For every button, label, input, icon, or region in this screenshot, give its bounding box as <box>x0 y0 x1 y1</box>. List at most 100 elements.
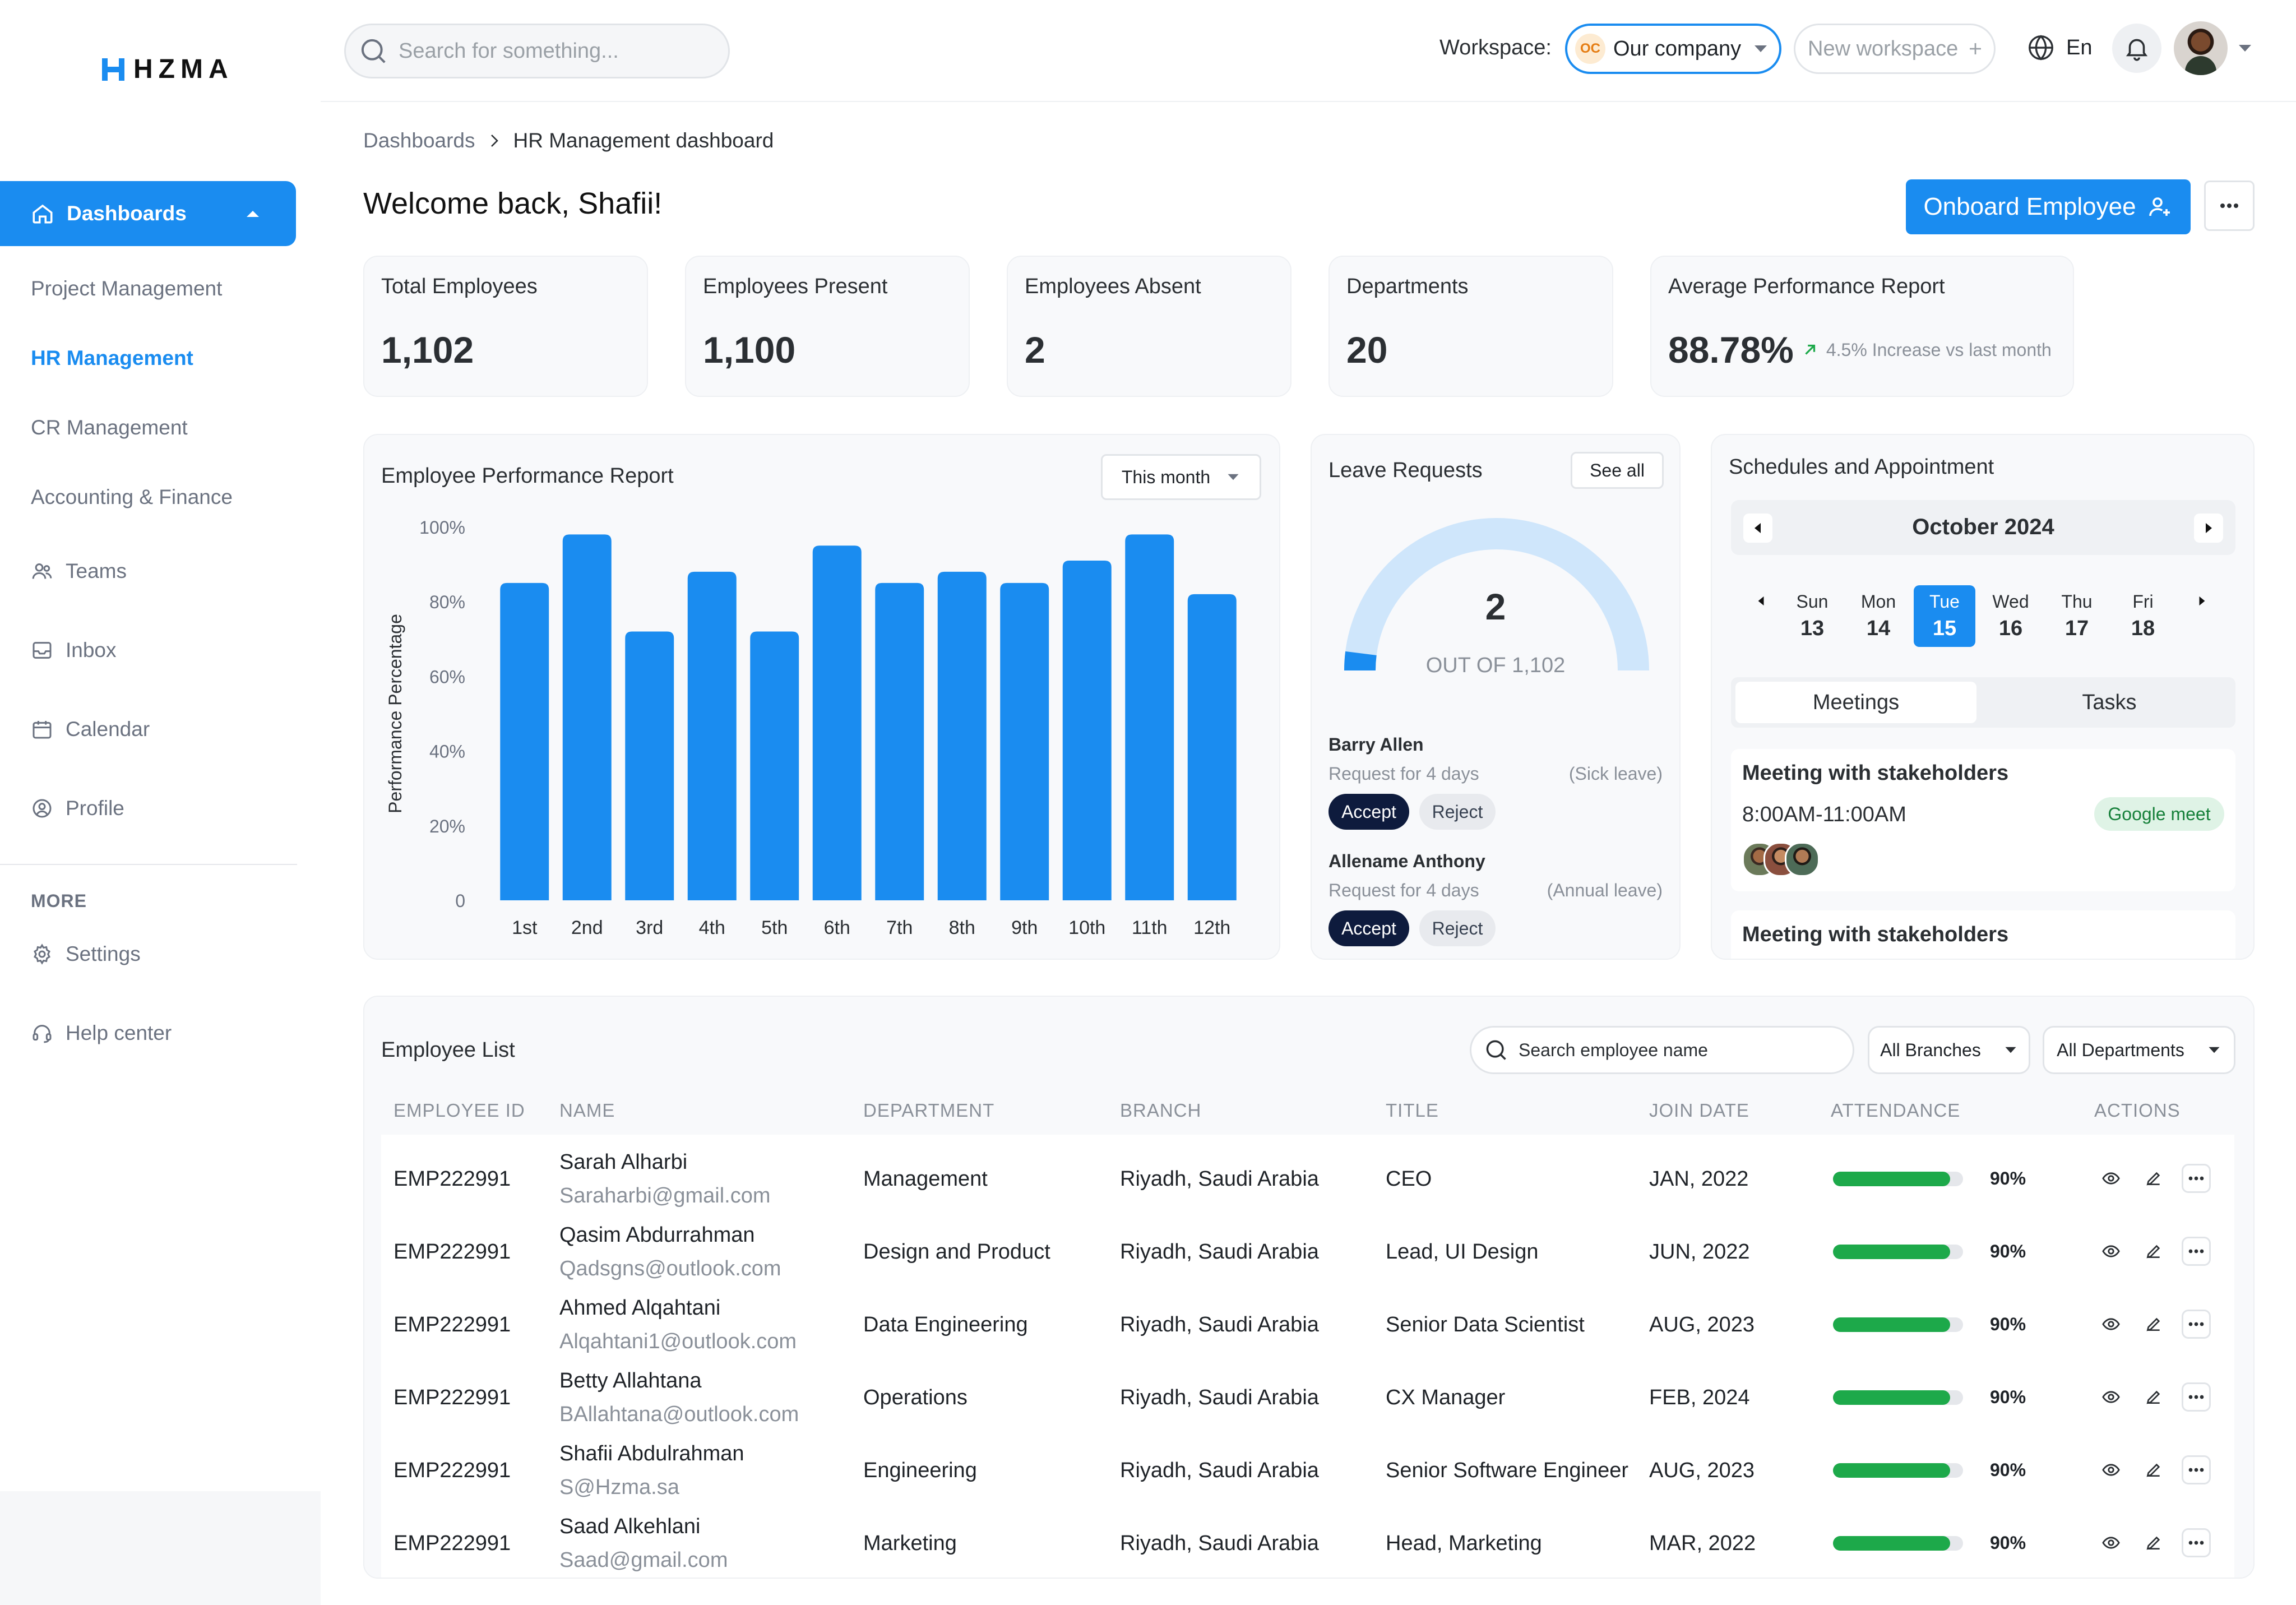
page-more-button[interactable] <box>2204 181 2255 231</box>
row-more-button[interactable] <box>2182 1528 2211 1557</box>
attendance-progress <box>1833 1463 1963 1478</box>
edit-button[interactable] <box>2139 1455 2168 1484</box>
x-tick-label: 9th <box>1011 917 1038 938</box>
column-header: DEPARTMENT <box>863 1100 995 1121</box>
prev-month-button[interactable] <box>1743 514 1772 543</box>
brand-logo[interactable]: HZMA <box>101 54 234 85</box>
sidebar-item-help-center[interactable]: Help center <box>31 1021 172 1045</box>
sidebar-item-calendar[interactable]: Calendar <box>31 718 150 741</box>
performance-chart-card: Employee Performance Report This month 1… <box>363 434 1280 960</box>
branch-filter-select[interactable]: All Branches <box>1868 1026 2030 1074</box>
tab-tasks[interactable]: Tasks <box>2082 690 2137 714</box>
edit-button[interactable] <box>2139 1382 2168 1412</box>
plus-icon <box>1970 43 1982 54</box>
view-button[interactable] <box>2096 1164 2126 1193</box>
sidebar-item-label: Profile <box>66 797 124 820</box>
sidebar-item-label: Help center <box>66 1021 172 1044</box>
edit-button[interactable] <box>2139 1528 2168 1557</box>
y-tick-label: 40% <box>429 742 465 762</box>
accept-button[interactable]: Accept <box>1328 910 1409 946</box>
see-all-button[interactable]: See all <box>1571 452 1664 489</box>
eye-icon <box>2102 1464 2120 1476</box>
day-fri-18[interactable]: Fri 18 <box>2112 585 2174 647</box>
column-header: NAME <box>559 1100 615 1121</box>
employee-id: EMP222991 <box>394 1240 511 1264</box>
attendance-percent: 90% <box>1990 1314 2026 1334</box>
meeting-platform-tag: Google meet <box>2094 797 2224 831</box>
language-switcher[interactable]: En <box>2026 33 2092 63</box>
edit-button[interactable] <box>2139 1164 2168 1193</box>
sidebar-item-cr-management[interactable]: CR Management <box>31 416 188 439</box>
new-workspace-button[interactable]: New workspace <box>1794 24 1996 74</box>
user-menu[interactable] <box>2174 21 2253 75</box>
chevron-down-icon <box>1755 45 1767 52</box>
row-more-button[interactable] <box>2182 1455 2211 1484</box>
reject-button[interactable]: Reject <box>1419 794 1496 830</box>
sidebar-item-inbox[interactable]: Inbox <box>31 639 117 662</box>
breadcrumb-parent[interactable]: Dashboards <box>363 129 475 152</box>
edit-button[interactable] <box>2139 1310 2168 1339</box>
sidebar-item-dashboards[interactable]: Dashboards <box>0 181 296 246</box>
onboard-employee-label: Onboard Employee <box>1923 193 2136 220</box>
day-wed-16[interactable]: Wed 16 <box>1980 585 2042 647</box>
search-icon <box>1486 1040 1506 1060</box>
notifications-button[interactable] <box>2112 24 2161 73</box>
employee-search-input[interactable]: Search employee name <box>1470 1026 1854 1074</box>
row-more-button[interactable] <box>2182 1382 2211 1412</box>
employee-department: Marketing <box>863 1532 957 1555</box>
next-month-button[interactable] <box>2194 514 2223 543</box>
accept-button[interactable]: Accept <box>1328 794 1409 830</box>
row-more-button[interactable] <box>2182 1164 2211 1193</box>
day-mon-14[interactable]: Mon 14 <box>1848 585 1909 647</box>
pencil-icon <box>2146 1317 2160 1331</box>
tab-meetings[interactable]: Meetings <box>1735 682 1976 723</box>
employee-name: Sarah Alharbi <box>559 1150 688 1174</box>
attendance-progress <box>1833 1172 1963 1186</box>
onboard-employee-button[interactable]: Onboard Employee <box>1906 179 2191 234</box>
view-button[interactable] <box>2096 1528 2126 1557</box>
meeting-card[interactable]: Meeting with stakeholders <box>1731 910 2235 959</box>
chart-bar <box>1062 560 1112 900</box>
global-search[interactable]: Search for something... <box>344 24 730 78</box>
employee-department: Management <box>863 1167 988 1191</box>
chart-bar <box>937 571 987 900</box>
caret-right-icon <box>2199 596 2205 606</box>
employee-title: Senior Software Engineer <box>1386 1459 1629 1482</box>
avg-performance-row: 88.78% 4.5% Increase vs last month <box>1668 329 2052 371</box>
chart-title: Employee Performance Report <box>381 464 674 488</box>
view-button[interactable] <box>2096 1237 2126 1266</box>
day-thu-17[interactable]: Thu 17 <box>2046 585 2108 647</box>
sidebar-item-hr-management[interactable]: HR Management <box>31 346 193 369</box>
view-button[interactable] <box>2096 1310 2126 1339</box>
department-filter-select[interactable]: All Departments <box>2043 1026 2235 1074</box>
attendance-progress <box>1833 1390 1963 1405</box>
reject-button[interactable]: Reject <box>1419 910 1496 946</box>
day-sun-13[interactable]: Sun 13 <box>1781 585 1843 647</box>
workspace-select[interactable]: OC Our company <box>1565 24 1781 74</box>
view-button[interactable] <box>2096 1382 2126 1412</box>
x-tick-label: 11th <box>1132 917 1168 938</box>
day-tue-15[interactable]: Tue 15 <box>1914 585 1975 647</box>
sidebar-item-project-management[interactable]: Project Management <box>31 277 223 300</box>
sidebar: HZMA Dashboards Project Management HR Ma… <box>0 0 321 1605</box>
next-days-button[interactable] <box>2191 586 2213 616</box>
caret-up-icon <box>247 211 259 217</box>
sidebar-item-teams[interactable]: Teams <box>31 559 127 583</box>
trend-up-icon <box>1805 344 1815 355</box>
chart-period-select[interactable]: This month <box>1101 454 1261 500</box>
chevron-down-icon <box>2239 45 2251 52</box>
employee-title: CEO <box>1386 1167 1432 1191</box>
day-number: 18 <box>2131 617 2155 640</box>
edit-button[interactable] <box>2139 1237 2168 1266</box>
sidebar-item-profile[interactable]: Profile <box>31 797 124 820</box>
prev-days-button[interactable] <box>1750 586 1772 616</box>
logo-icon <box>102 58 124 81</box>
chart-bar <box>1125 534 1174 900</box>
view-button[interactable] <box>2096 1455 2126 1484</box>
meeting-card[interactable]: Meeting with stakeholders 8:00AM-11:00AM… <box>1731 749 2235 891</box>
row-more-button[interactable] <box>2182 1237 2211 1266</box>
sidebar-item-accounting-finance[interactable]: Accounting & Finance <box>31 485 233 508</box>
pencil-icon <box>2146 1245 2160 1259</box>
row-more-button[interactable] <box>2182 1310 2211 1339</box>
sidebar-item-settings[interactable]: Settings <box>31 942 141 966</box>
